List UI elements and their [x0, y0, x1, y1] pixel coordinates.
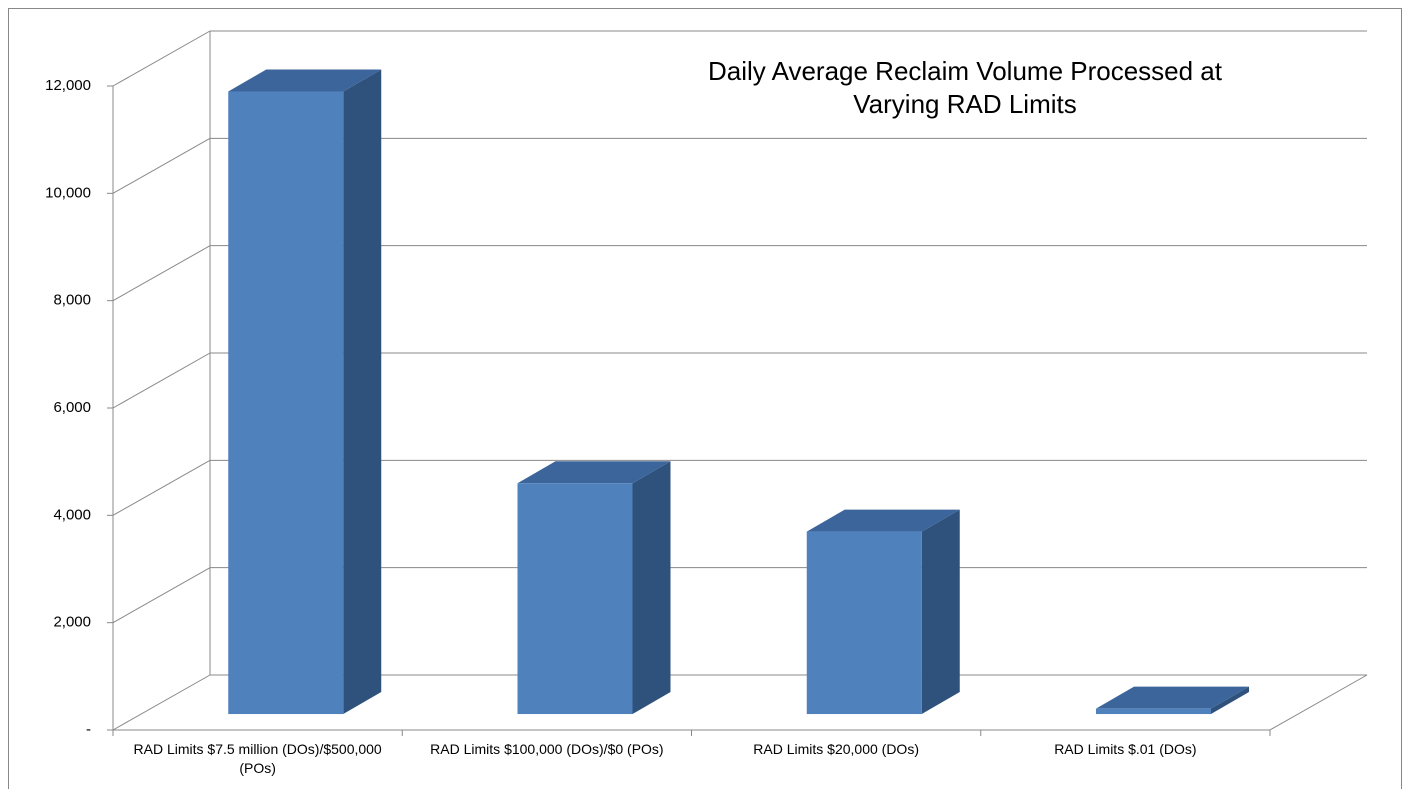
grid-line [112, 459, 211, 516]
bar [228, 91, 344, 715]
bar-top [517, 461, 671, 484]
y-tick-label: - [86, 721, 91, 738]
bar-top [806, 509, 960, 532]
x-tick-label: RAD Limits $.01 (DOs) [1054, 741, 1197, 757]
y-tick-label: 8,000 [53, 292, 91, 309]
bar-side [343, 69, 382, 715]
grid-line [112, 352, 211, 409]
floor-edge [1269, 674, 1368, 731]
y-tick-label: 4,000 [53, 506, 91, 523]
chart-border [8, 8, 1402, 789]
grid-line [112, 137, 211, 194]
chart-title: Daily Average Reclaim Volume Processed a… [708, 56, 1222, 119]
y-tick-label: 6,000 [53, 399, 91, 416]
x-tick-label: RAD Limits $7.5 million (DOs)/$500,000 (… [133, 741, 382, 776]
bar-side [921, 509, 960, 715]
bar-top [228, 69, 382, 92]
y-tick-label: 10,000 [45, 184, 91, 201]
bar [806, 531, 922, 715]
bar [1096, 708, 1212, 715]
grid-line [112, 674, 211, 731]
y-tick-label: 2,000 [53, 614, 91, 631]
bar-side [632, 461, 671, 715]
x-tick-label: RAD Limits $100,000 (DOs)/$0 (POs) [430, 741, 664, 757]
bar-top [1096, 686, 1250, 709]
grid-line [112, 567, 211, 624]
grid-line [112, 30, 211, 87]
x-tick-label: RAD Limits $20,000 (DOs) [753, 741, 919, 757]
bar-side [1211, 686, 1250, 715]
y-tick-label: 12,000 [45, 77, 91, 94]
bar [517, 483, 633, 715]
grid-line [112, 245, 211, 302]
